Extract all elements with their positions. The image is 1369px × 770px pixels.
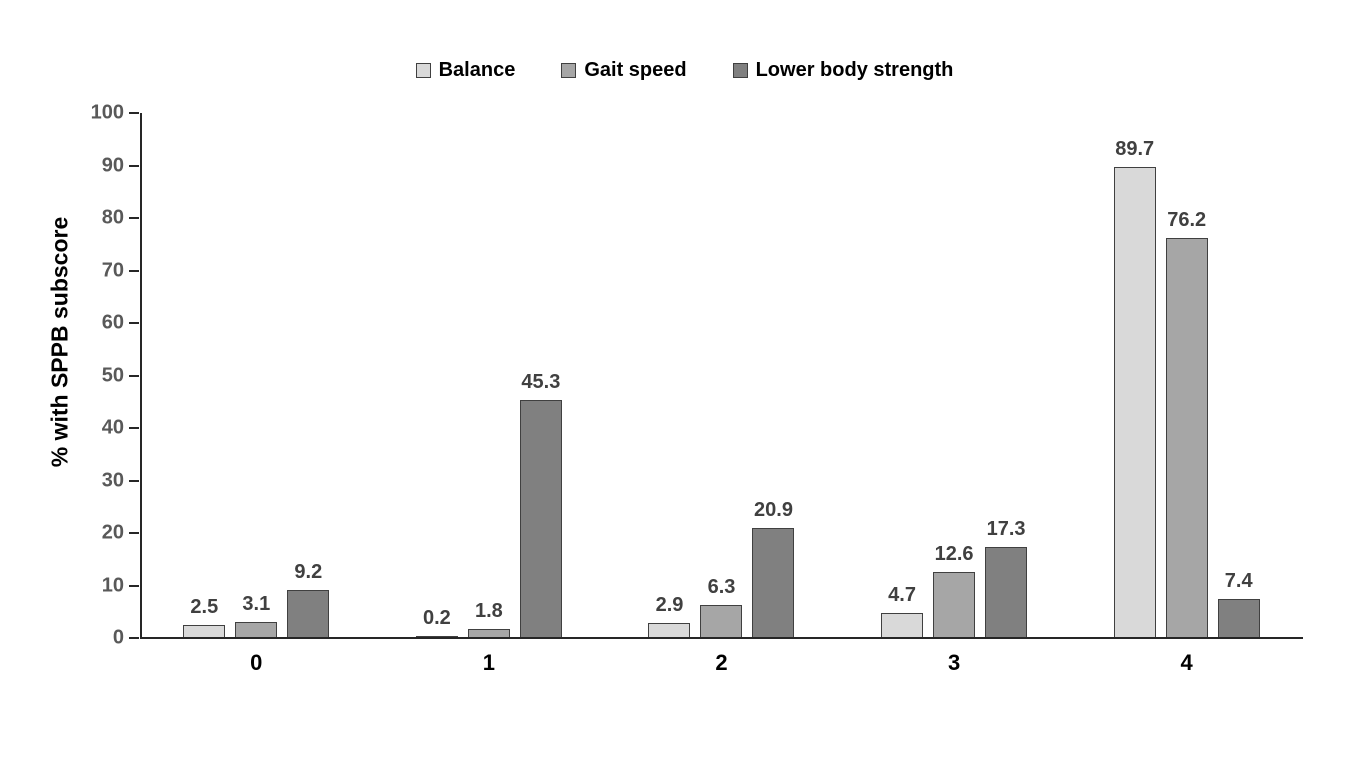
bar-value-label: 45.3	[521, 371, 561, 394]
y-tick-label: 0	[112, 626, 124, 649]
bar-value-label: 89.7	[1115, 138, 1155, 161]
y-axis-line	[140, 113, 142, 639]
bar-value-label: 4.7	[888, 584, 916, 607]
bar-gait-speed: 3.1	[235, 593, 278, 638]
bar-value-label: 2.5	[190, 595, 219, 618]
tick-mark	[129, 112, 139, 114]
plot-area: 0 10 20 30 40 50 60 70 80 90 100 2.5 3.1 9.2 0.2 1.8 45…	[91, 102, 1303, 675]
bar-value-label: 17.3	[986, 518, 1026, 541]
tick-mark	[129, 322, 139, 324]
bar-value-label: 0.2	[422, 607, 451, 629]
y-axis-title: % with SPPB subscore	[46, 216, 73, 468]
bar-value-label: 1.8	[474, 599, 503, 622]
x-tick-label: 0	[250, 650, 263, 675]
bar-value-label: 7.4	[1224, 570, 1253, 593]
bar-group-3: 4.7 12.6 17.3	[838, 113, 1071, 638]
tick-mark	[129, 427, 139, 429]
y-tick-label: 20	[101, 521, 124, 544]
bar-groups: 2.5 3.1 9.2 0.2 1.8 45.3 2.9 6.3 20.9 4.7 12.6 17.3…	[140, 113, 1303, 638]
x-tick-label: 4	[1180, 650, 1193, 675]
bar-lower-body-strength: 9.2	[287, 561, 330, 638]
y-tick-label: 50	[101, 364, 124, 386]
legend-label: Balance	[438, 59, 516, 81]
x-tick-label: 2	[715, 650, 728, 675]
bar-value-label: 9.2	[294, 560, 323, 583]
y-tick-label: 10	[101, 574, 124, 596]
bar-balance: 2.5	[183, 596, 226, 638]
bar-group-2: 2.9 6.3 20.9	[605, 113, 838, 638]
tick-mark	[129, 637, 139, 639]
y-tick-label: 30	[101, 469, 124, 491]
bar-gait-speed: 76.2	[1165, 209, 1208, 638]
y-tick-label: 100	[90, 101, 124, 124]
chart-legend: Balance Gait speed Lower body strength	[0, 59, 1369, 82]
legend-item-gait-speed: Gait speed	[561, 59, 687, 82]
tick-mark	[129, 584, 139, 587]
legend-swatch-icon	[561, 63, 577, 78]
bar-balance: 4.7	[881, 584, 924, 638]
legend-item-lower-body-strength: Lower body strength	[732, 59, 954, 82]
x-tick-label: 3	[947, 650, 961, 675]
bar-gait-speed: 1.8	[467, 600, 510, 638]
tick-mark	[129, 217, 139, 219]
bar-group-4: 89.7 76.2 7.4	[1070, 113, 1303, 638]
legend-label: Lower body strength	[755, 59, 954, 81]
y-tick-label: 60	[101, 311, 124, 334]
bar-value-label: 12.6	[934, 542, 974, 565]
y-tick-label: 40	[101, 416, 124, 439]
bar-lower-body-strength: 7.4	[1217, 570, 1260, 638]
bar-balance: 89.7	[1113, 138, 1156, 638]
legend-swatch-icon	[732, 63, 748, 78]
bar-value-label: 2.9	[655, 593, 684, 616]
x-axis-labels: 0 1 2 3 4	[140, 650, 1303, 676]
legend-swatch-icon	[415, 63, 431, 78]
bar-group-0: 2.5 3.1 9.2	[140, 113, 373, 638]
tick-mark	[129, 532, 139, 534]
tick-mark	[129, 479, 139, 482]
tick-mark	[129, 269, 139, 272]
y-tick-label: 80	[101, 206, 124, 229]
bar-value-label: 6.3	[707, 575, 736, 598]
y-tick-label: 70	[101, 259, 124, 281]
x-tick-label: 1	[482, 650, 496, 675]
bar-value-label: 3.1	[242, 592, 271, 615]
bar-group-1: 0.2 1.8 45.3	[373, 113, 606, 638]
bar-value-label: 76.2	[1167, 208, 1207, 231]
x-axis-line	[140, 637, 1303, 639]
bar-lower-body-strength: 20.9	[752, 499, 795, 638]
tick-mark	[129, 374, 139, 377]
bar-balance: 2.9	[648, 594, 691, 638]
bar-lower-body-strength: 17.3	[985, 518, 1028, 638]
y-tick-label: 90	[101, 154, 124, 176]
bar-value-label: 20.9	[754, 499, 793, 522]
legend-label: Gait speed	[584, 59, 687, 81]
legend-item-balance: Balance	[415, 59, 516, 82]
bar-lower-body-strength: 45.3	[519, 371, 562, 638]
tick-mark	[129, 164, 139, 167]
bar-gait-speed: 6.3	[700, 576, 743, 638]
bar-gait-speed: 12.6	[933, 543, 976, 638]
